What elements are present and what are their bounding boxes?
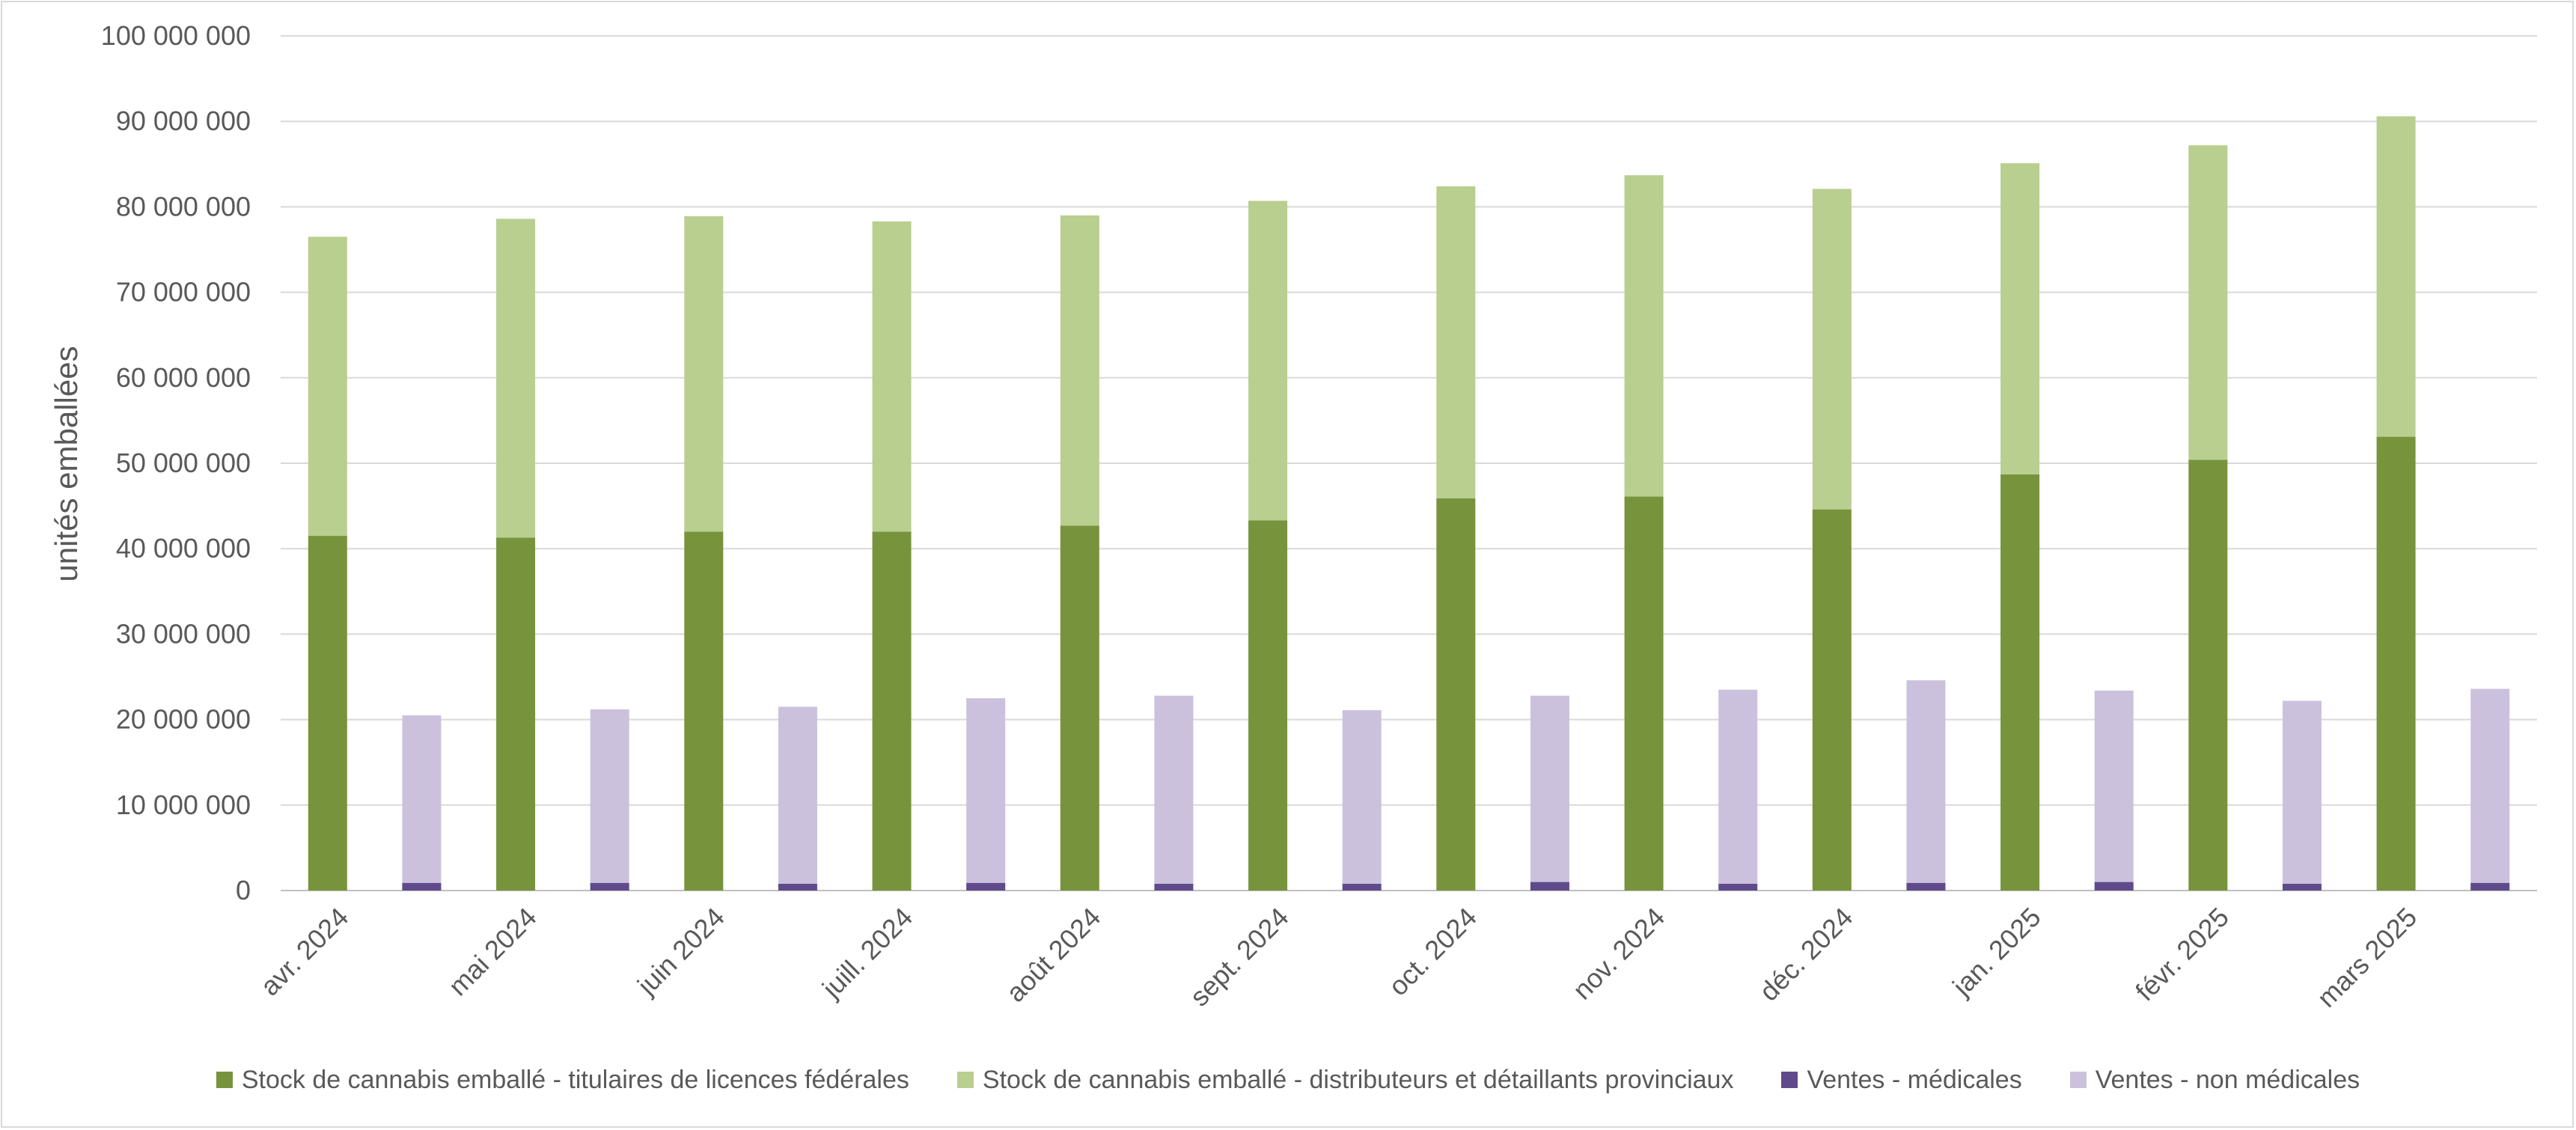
- bar-stock-1: [684, 531, 724, 891]
- bar-stock-1: [1060, 525, 1099, 891]
- y-tick-label: 70 000 000: [116, 277, 251, 308]
- bar-ventes-2: [2282, 700, 2322, 884]
- x-tick-label: avr. 2024: [254, 902, 355, 1002]
- y-tick-label: 30 000 000: [116, 618, 251, 649]
- bar-ventes-1: [1718, 883, 1758, 891]
- x-tick-label: févr. 2025: [2129, 902, 2235, 1007]
- x-tick-label: jan. 2025: [1946, 902, 2046, 1002]
- legend-swatch: [1781, 1072, 1798, 1088]
- bar-ventes-1: [1530, 882, 1569, 891]
- x-tick-label: mai 2024: [442, 902, 543, 1002]
- x-tick-label: août 2024: [1000, 902, 1106, 1008]
- x-axis-ticks: avr. 2024 mai 2024 juin 2024 juill. 2024 aoû…: [254, 902, 2423, 1013]
- bar-stock-1: [1624, 496, 1664, 891]
- stacked-bar-chart: 0 10 000 000 20 000 000 30 000 000 40 000 00…: [49, 20, 2537, 1013]
- bar-stock-2: [2000, 163, 2040, 474]
- x-tick-label: mars 2025: [2311, 902, 2423, 1013]
- x-tick-label: oct. 2024: [1382, 902, 1483, 1002]
- bar-stock-1: [496, 537, 536, 891]
- legend-swatch: [2069, 1072, 2087, 1088]
- bar-stock-2: [2376, 116, 2416, 437]
- bar-stock-2: [496, 219, 536, 538]
- legend-label: Ventes - médicales: [1807, 1065, 2022, 1094]
- bar-stock-1: [308, 536, 347, 891]
- bar-ventes-1: [2470, 882, 2510, 891]
- bar-ventes-1: [966, 882, 1006, 891]
- bar-ventes-1: [1906, 882, 1946, 891]
- bar-ventes-2: [402, 715, 442, 883]
- x-tick-label: juill. 2024: [816, 902, 918, 1004]
- bar-ventes-2: [966, 698, 1006, 883]
- bar-stock-2: [308, 236, 347, 537]
- bar-stock-2: [1812, 189, 1852, 510]
- x-tick-label: nov. 2024: [1566, 902, 1670, 1006]
- bar-stock-1: [2000, 474, 2040, 891]
- bar-stock-2: [1436, 186, 1476, 498]
- bar-stock-1: [1812, 509, 1852, 891]
- bar-ventes-1: [590, 882, 629, 891]
- legend-item: Ventes - médicales: [1781, 1065, 2022, 1095]
- legend-item: Stock de cannabis emballé - distributeur…: [956, 1065, 1734, 1095]
- bar-ventes-2: [778, 706, 817, 884]
- bar-ventes-2: [1718, 689, 1758, 884]
- bar-ventes-2: [1342, 710, 1382, 884]
- legend-swatch: [956, 1072, 974, 1088]
- legend: Stock de cannabis emballé - titulaires d…: [0, 1061, 2576, 1099]
- bar-stock-1: [872, 531, 912, 891]
- bar-stock-2: [2188, 145, 2228, 460]
- bar-stock-2: [1060, 215, 1099, 526]
- bar-ventes-2: [2470, 688, 2510, 883]
- legend-label: Stock de cannabis emballé - distributeur…: [982, 1065, 1734, 1094]
- legend-item: Stock de cannabis emballé - titulaires d…: [216, 1066, 909, 1095]
- y-tick-label: 40 000 000: [116, 533, 251, 564]
- bar-stock-1: [1248, 520, 1288, 891]
- bar-stock-2: [1248, 201, 1288, 521]
- y-tick-label: 90 000 000: [116, 106, 251, 136]
- bar-stock-1: [2376, 436, 2416, 891]
- gridlines: [281, 35, 2537, 891]
- bars: [308, 116, 2510, 891]
- bar-ventes-2: [590, 709, 629, 883]
- y-axis-title: unités emballées: [49, 346, 84, 581]
- bar-ventes-1: [1342, 883, 1382, 891]
- y-tick-label: 0: [236, 875, 251, 905]
- legend-label: Stock de cannabis emballé - titulaires d…: [241, 1065, 909, 1094]
- y-tick-label: 80 000 000: [116, 191, 251, 222]
- x-tick-label: sept. 2024: [1184, 902, 1295, 1013]
- legend-label: Ventes - non médicales: [2095, 1065, 2360, 1094]
- y-axis-ticks: 0 10 000 000 20 000 000 30 000 000 40 000 00…: [101, 20, 251, 905]
- bar-stock-2: [684, 216, 724, 532]
- bar-ventes-1: [1154, 883, 1194, 891]
- legend-item: Ventes - non médicales: [2069, 1065, 2360, 1095]
- bar-ventes-2: [1530, 695, 1569, 882]
- x-tick-label: juin 2024: [631, 902, 730, 1001]
- bar-ventes-1: [402, 882, 442, 891]
- bar-stock-1: [2188, 459, 2228, 891]
- bar-stock-2: [1624, 175, 1664, 497]
- x-tick-label: déc. 2024: [1754, 902, 1859, 1007]
- bar-ventes-2: [1154, 695, 1194, 884]
- y-tick-label: 100 000 000: [101, 20, 251, 51]
- y-tick-label: 60 000 000: [116, 362, 251, 393]
- y-tick-label: 50 000 000: [116, 448, 251, 478]
- bar-stock-1: [1436, 498, 1476, 891]
- bar-ventes-2: [1906, 680, 1946, 883]
- y-tick-label: 10 000 000: [116, 790, 251, 820]
- bar-ventes-1: [778, 883, 817, 891]
- legend-swatch: [216, 1072, 233, 1088]
- bar-ventes-1: [2282, 883, 2322, 891]
- y-tick-label: 20 000 000: [116, 704, 251, 735]
- bar-stock-2: [872, 221, 912, 532]
- bar-ventes-1: [2094, 882, 2134, 891]
- bar-ventes-2: [2094, 690, 2134, 882]
